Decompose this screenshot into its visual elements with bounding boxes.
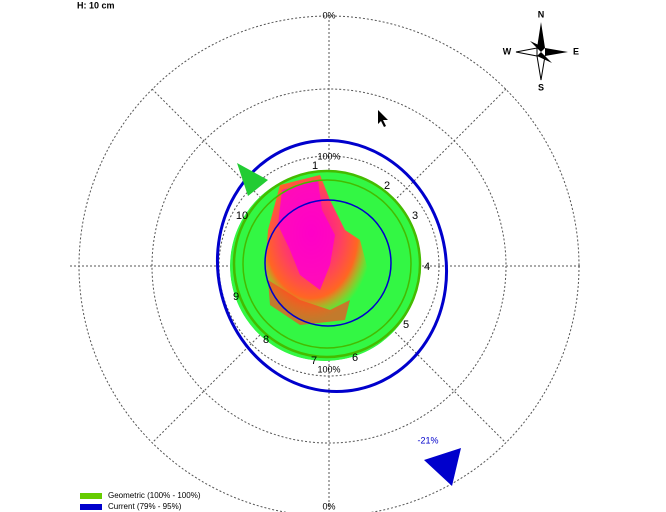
sector-label: 6: [352, 352, 358, 364]
sector-label: 4: [424, 261, 430, 273]
compass-s: S: [538, 82, 544, 92]
indicator-label: -21%: [417, 435, 438, 445]
current-ring: [215, 138, 449, 394]
scale-top: 0%: [322, 10, 335, 20]
sector-label: 8: [263, 334, 269, 346]
sector-label: 2: [384, 180, 390, 192]
scale-bottom: 0%: [322, 501, 335, 511]
compass: N S E W: [503, 9, 579, 92]
legend-swatch: [80, 493, 102, 499]
legend: Geometric (100% - 100%) Current (79% - 95…: [80, 491, 201, 511]
compass-e: E: [573, 46, 579, 56]
legend-label: Geometric (100% - 100%): [108, 491, 201, 500]
compass-w: W: [503, 46, 512, 56]
current-inner: [264, 199, 392, 327]
legend-label: Current (79% - 95%): [108, 502, 182, 511]
geometric-ring: [232, 169, 422, 359]
legend-swatch: [80, 504, 102, 510]
sector-label: 7: [311, 355, 317, 367]
sector-label: 5: [403, 319, 409, 331]
mouse-cursor: [378, 110, 388, 127]
ring-bottom: 100%: [317, 364, 340, 374]
current-marker: [424, 448, 461, 486]
sector-label: 3: [412, 210, 418, 222]
sector-label: 10: [236, 210, 248, 222]
sector-label: 9: [233, 291, 239, 303]
geometric-ring-inner: [242, 179, 412, 349]
geometric-marker: [237, 163, 268, 196]
ring-top: 100%: [317, 151, 340, 161]
sector-label: 1: [312, 160, 318, 172]
compass-n: N: [538, 9, 545, 19]
height-label: H: 10 cm: [77, 0, 115, 10]
